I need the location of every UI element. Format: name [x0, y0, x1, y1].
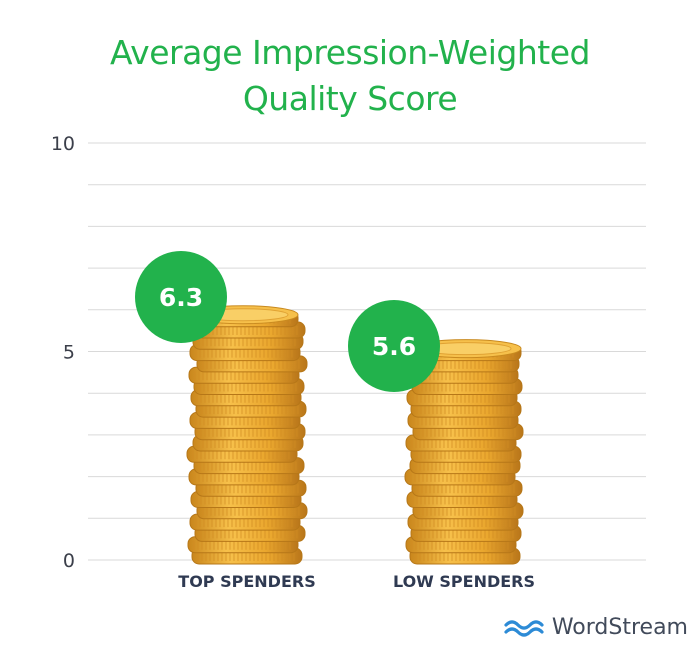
data-label: 6.3 [159, 283, 203, 312]
value-badges: 6.3 5.6 [135, 251, 440, 392]
value-badge: 5.6 [348, 300, 440, 392]
y-tick-label: 0 [63, 550, 75, 572]
value-badge-circle [135, 251, 227, 343]
coin-stack-bar [404, 339, 524, 565]
brand-name: WordStream [551, 615, 688, 640]
wordstream-logo: WordStream [504, 615, 688, 640]
chart-title-line-2: Quality Score [242, 79, 458, 118]
category-label: LOW SPENDERS [393, 572, 535, 591]
y-axis-ticks: 0 5 10 [51, 133, 75, 572]
category-labels: TOP SPENDERS LOW SPENDERS [178, 572, 535, 591]
y-tick-label: 10 [51, 133, 75, 155]
category-label: TOP SPENDERS [178, 572, 315, 591]
value-badge-circle [348, 300, 440, 392]
chart-title: Average Impression-Weighted Quality Scor… [0, 30, 700, 122]
data-label: 5.6 [372, 332, 416, 361]
coin-stack-bar [186, 305, 308, 565]
chart-title-line-1: Average Impression-Weighted [110, 33, 590, 72]
y-tick-label: 5 [63, 342, 75, 364]
value-badge: 6.3 [135, 251, 227, 343]
coin-bars [186, 305, 524, 565]
wordstream-wave-icon [504, 619, 544, 637]
